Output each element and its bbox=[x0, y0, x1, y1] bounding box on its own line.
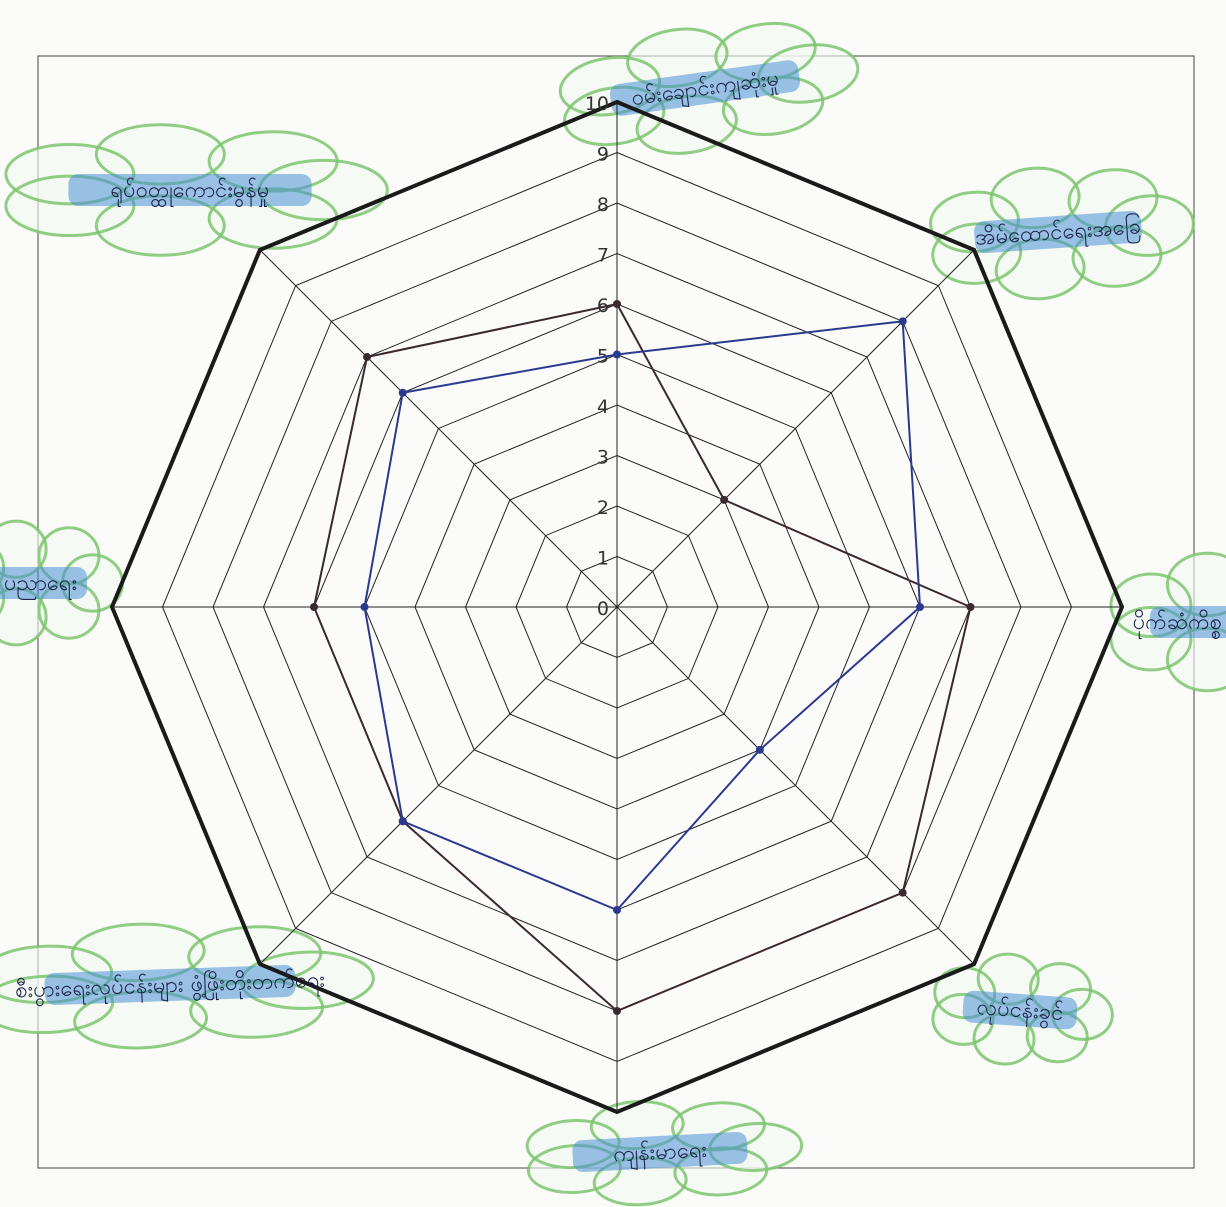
label-cloud bbox=[1109, 551, 1226, 693]
cloud-bump-fill bbox=[72, 924, 205, 981]
cloud-bump-fill bbox=[1167, 553, 1226, 616]
axis-spoke bbox=[616, 606, 975, 965]
label-clouds bbox=[0, 21, 1226, 1207]
axis-spoke bbox=[259, 249, 618, 608]
tick-label: 0 bbox=[597, 598, 609, 620]
label-highlight bbox=[974, 210, 1142, 254]
series-polygon bbox=[363, 320, 921, 911]
series-point bbox=[898, 888, 907, 897]
label-highlight bbox=[609, 60, 801, 116]
series-point bbox=[398, 817, 407, 826]
series-point bbox=[966, 603, 975, 611]
series-point bbox=[916, 603, 924, 611]
series-point bbox=[613, 350, 621, 359]
label-cloud bbox=[929, 166, 1195, 301]
label-cloud bbox=[558, 21, 860, 155]
series-polygon bbox=[313, 303, 972, 1012]
series-point bbox=[613, 300, 621, 308]
axis-spoke bbox=[259, 606, 618, 965]
series-point bbox=[755, 745, 764, 754]
cloud-bump bbox=[1109, 572, 1193, 639]
series-point bbox=[398, 388, 407, 397]
cloud-bump-fill bbox=[0, 588, 47, 645]
tick-label: 3 bbox=[597, 447, 609, 469]
series-point bbox=[720, 495, 729, 504]
label-highlight bbox=[1150, 606, 1226, 638]
series-point bbox=[310, 603, 318, 611]
series-point bbox=[613, 1007, 621, 1015]
tick-label: 7 bbox=[597, 245, 609, 267]
series-point bbox=[613, 906, 621, 914]
label-cloud bbox=[931, 952, 1114, 1066]
series-point bbox=[898, 317, 907, 326]
label-highlight bbox=[44, 964, 296, 1006]
axis-label: ရုပ်ဝတ္ထုကောင်းမွန်မှု bbox=[111, 177, 270, 208]
label-cloud bbox=[4, 123, 389, 257]
label-cloud bbox=[0, 922, 375, 1050]
tick-label: 9 bbox=[597, 144, 609, 166]
data-series bbox=[310, 300, 975, 1015]
series-point bbox=[360, 603, 369, 611]
axis-label: ပညာရေး bbox=[4, 571, 77, 600]
label-highlight bbox=[572, 1131, 748, 1173]
tick-label: 1 bbox=[597, 548, 609, 570]
label-highlight bbox=[0, 567, 87, 599]
label-highlight bbox=[962, 990, 1078, 1030]
cloud-bump-fill bbox=[0, 521, 47, 578]
tick-label: 4 bbox=[597, 396, 609, 418]
axis-label: ပိုက်ဆံကိစ္စ bbox=[1133, 609, 1222, 639]
series-point bbox=[363, 353, 372, 362]
label-cloud bbox=[525, 1100, 804, 1207]
cloud-bump-fill bbox=[96, 124, 225, 185]
cloud-bump-fill bbox=[627, 29, 728, 87]
cloud-bump-fill bbox=[991, 168, 1080, 228]
tick-label: 2 bbox=[597, 497, 609, 519]
tick-label: 8 bbox=[597, 194, 609, 216]
tick-label: 10 bbox=[585, 93, 609, 115]
radar-grid bbox=[109, 99, 1125, 1115]
label-highlight bbox=[68, 174, 312, 206]
axis-spoke bbox=[616, 249, 975, 608]
